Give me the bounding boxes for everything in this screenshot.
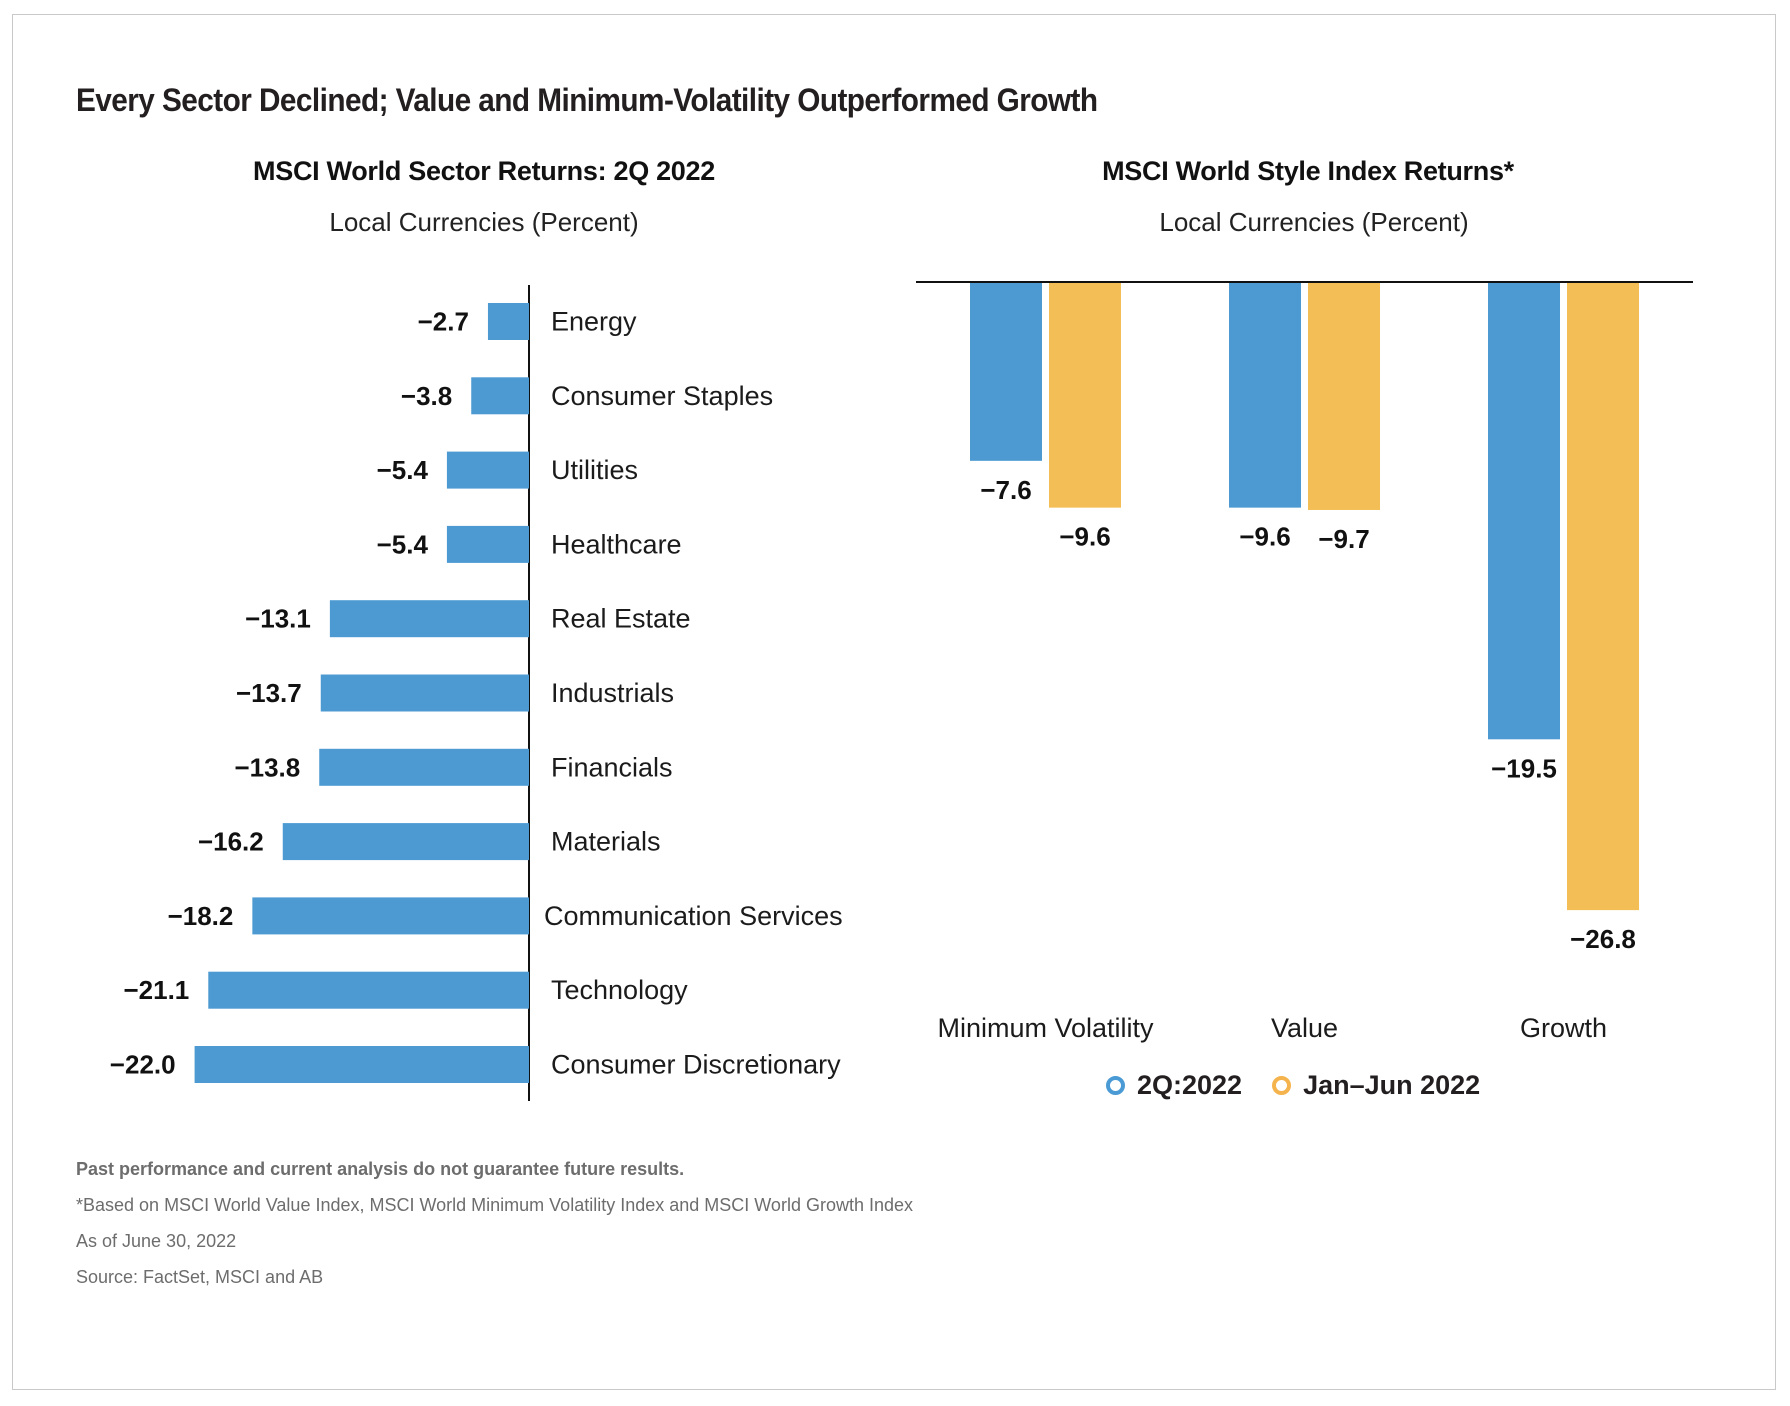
legend-item-jan-jun-2022: Jan–Jun 2022 (1272, 1070, 1480, 1101)
bar-technology (208, 971, 529, 1009)
bar-growth-2q-2022 (1488, 283, 1560, 740)
footnotes: Past performance and current analysis do… (76, 1157, 913, 1301)
category-label-minimum-volatility: Minimum Volatility (937, 1013, 1154, 1043)
index-note-text: *Based on MSCI World Value Index, MSCI W… (76, 1195, 913, 1215)
category-label-communication-services: Communication Services (544, 901, 843, 931)
value-label-industrials: −13.7 (236, 678, 302, 708)
chart-frame (12, 14, 1776, 1390)
bar-financials (319, 748, 529, 786)
category-label-utilities: Utilities (551, 455, 638, 485)
style-returns-chart: −7.6 −9.6 Minimum Volatility −9.6 −9.7 Value −… (916, 281, 1693, 1043)
bar-healthcare (446, 525, 529, 563)
value-label-financials: −13.8 (234, 752, 300, 782)
value-label-technology: −21.1 (123, 975, 189, 1005)
value-label-healthcare: −5.4 (377, 529, 429, 559)
disclaimer-text: Past performance and current analysis do… (76, 1159, 685, 1179)
value-label-real-estate: −13.1 (245, 604, 311, 634)
category-label-consumer-discretionary: Consumer Discretionary (551, 1050, 841, 1080)
category-label-value: Value (1271, 1013, 1338, 1043)
value-label-consumer-staples: −3.8 (401, 381, 452, 411)
bar-consumer-discretionary (194, 1046, 529, 1083)
value-label-growth-jan-jun-2022: −26.8 (1570, 924, 1636, 954)
value-label-minimum-volatility-jan-jun-2022: −9.6 (1059, 522, 1110, 552)
sector-chart-subtitle: Local Currencies (Percent) (329, 207, 639, 237)
legend-label-2q-2022: 2Q:2022 (1137, 1070, 1243, 1100)
bar-communication-services (252, 897, 530, 935)
value-label-value-jan-jun-2022: −9.7 (1318, 524, 1369, 554)
value-label-utilities: −5.4 (377, 455, 429, 485)
main-title: Every Sector Declined; Value and Minimum… (76, 82, 1098, 118)
value-label-communication-services: −18.2 (168, 901, 234, 931)
value-label-value-2q-2022: −9.6 (1239, 522, 1290, 552)
bar-value-2q-2022 (1229, 283, 1301, 508)
sector-chart-title: MSCI World Sector Returns: 2Q 2022 (253, 156, 715, 186)
legend-item-2q-2022: 2Q:2022 (1106, 1070, 1242, 1101)
category-label-healthcare: Healthcare (551, 529, 682, 559)
sector-returns-chart: −2.7 Energy −3.8 Consumer Staples −5.4 Utilit… (110, 285, 843, 1101)
category-label-materials: Materials (551, 827, 661, 857)
bar-consumer-staples (471, 377, 529, 415)
legend-ring-icon-2q (1106, 1076, 1125, 1095)
value-label-growth-2q-2022: −19.5 (1491, 753, 1557, 783)
legend-label-jan-jun-2022: Jan–Jun 2022 (1303, 1070, 1481, 1100)
value-label-materials: −16.2 (198, 827, 264, 857)
bar-growth-jan-jun-2022 (1567, 283, 1639, 911)
bar-value-jan-jun-2022 (1308, 283, 1380, 510)
bar-utilities (446, 451, 529, 489)
bar-minimum-volatility-2q-2022 (970, 283, 1042, 461)
bar-industrials (320, 674, 529, 712)
source-text: Source: FactSet, MSCI and AB (76, 1267, 324, 1287)
as-of-date-text: As of June 30, 2022 (76, 1231, 237, 1251)
bar-minimum-volatility-jan-jun-2022 (1049, 283, 1121, 508)
category-label-energy: Energy (551, 307, 637, 337)
value-label-minimum-volatility-2q-2022: −7.6 (980, 475, 1031, 505)
category-label-industrials: Industrials (551, 678, 674, 708)
bar-energy (487, 303, 529, 340)
category-label-consumer-staples: Consumer Staples (551, 381, 773, 411)
value-label-energy: −2.7 (418, 307, 469, 337)
style-chart-subtitle: Local Currencies (Percent) (1159, 207, 1469, 237)
bar-materials (282, 823, 529, 861)
style-chart-legend: 2Q:2022 Jan–Jun 2022 (1106, 1070, 1510, 1101)
bar-real-estate (329, 600, 529, 638)
value-label-consumer-discretionary: −22.0 (110, 1050, 176, 1080)
style-chart-title: MSCI World Style Index Returns* (1102, 156, 1514, 186)
legend-ring-icon-jan-jun (1272, 1076, 1292, 1095)
category-label-financials: Financials (551, 752, 673, 782)
category-label-growth: Growth (1520, 1013, 1607, 1043)
category-label-real-estate: Real Estate (551, 604, 691, 634)
category-label-technology: Technology (551, 975, 688, 1005)
